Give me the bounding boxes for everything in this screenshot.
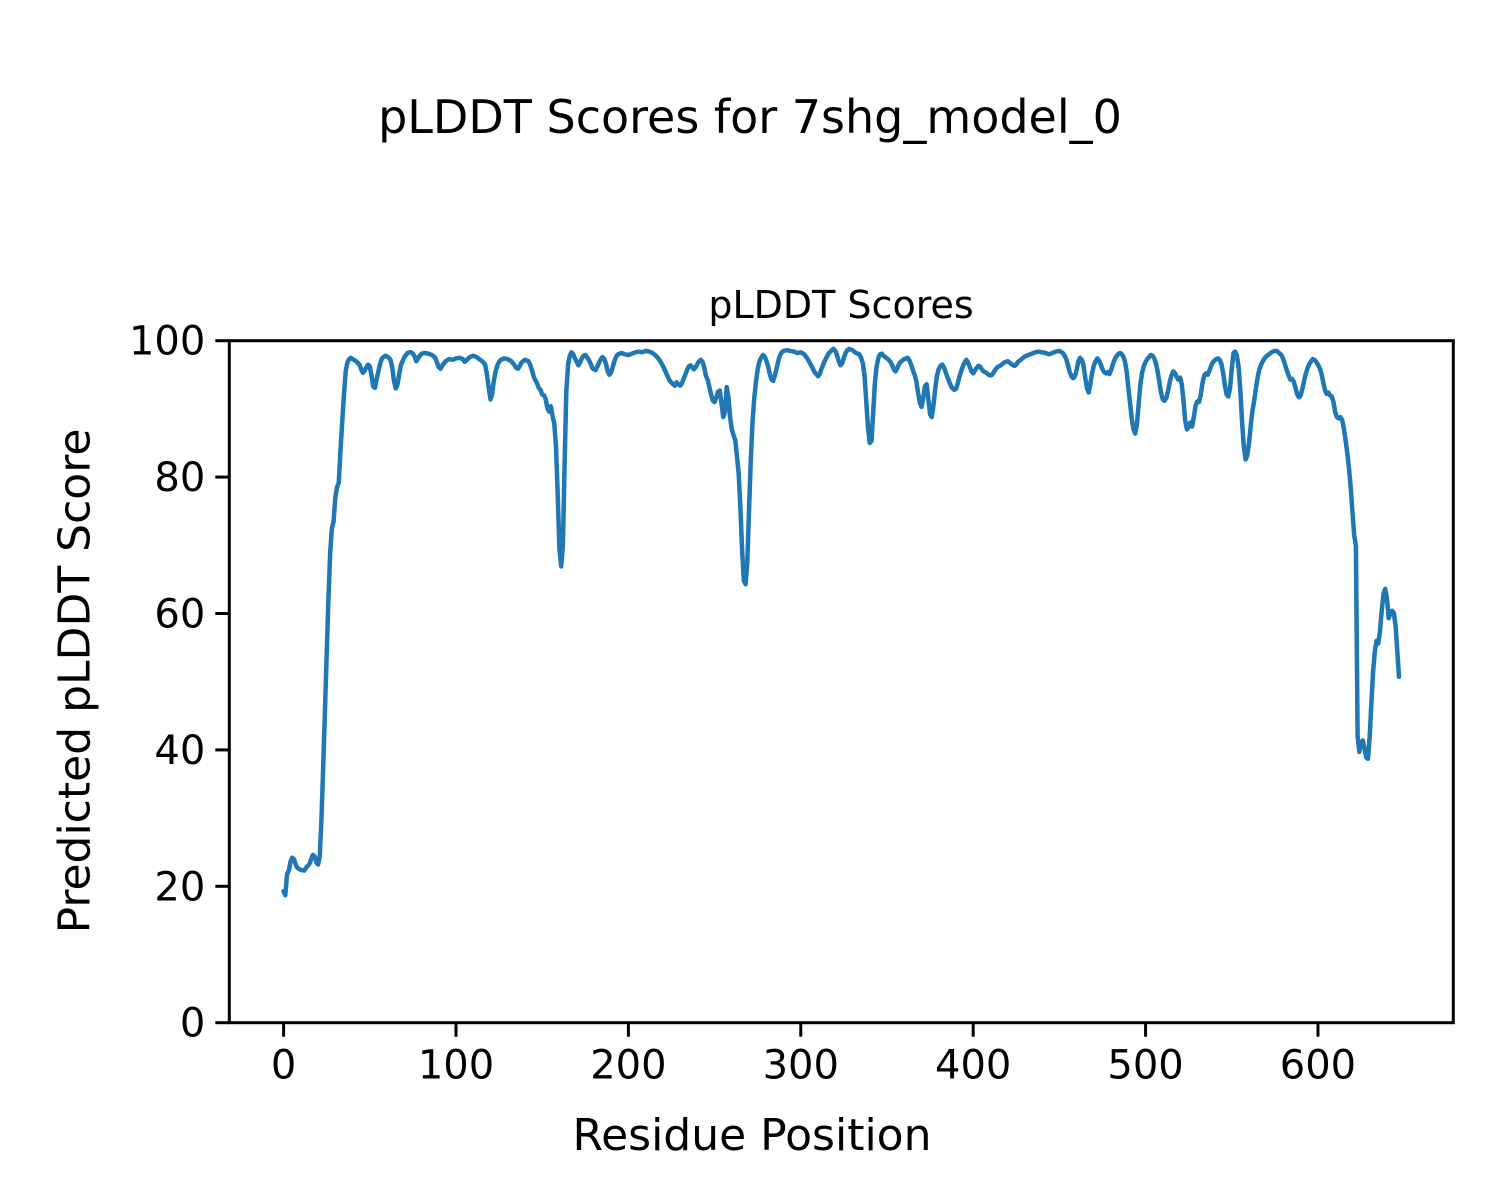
y-axis-label: Predicted pLDDT Score <box>50 429 101 934</box>
x-axis-label: Residue Position <box>572 1110 931 1161</box>
plddt-line-group <box>281 346 1402 898</box>
x-tick-label: 600 <box>1280 1043 1356 1089</box>
y-axis-ticks: 0 20 40 60 80 100 <box>129 319 230 1047</box>
x-tick-label: 400 <box>935 1043 1011 1089</box>
x-tick-label: 300 <box>763 1043 839 1089</box>
x-tick-label: 0 <box>271 1043 296 1089</box>
y-tick-label: 60 <box>154 592 205 638</box>
x-axis-ticks: 0 100 200 300 400 500 600 <box>271 1022 1356 1089</box>
x-tick-label: 200 <box>590 1043 666 1089</box>
plddt-line <box>281 346 1402 898</box>
axes-title: pLDDT Scores <box>708 283 973 327</box>
y-tick-label: 0 <box>180 1001 205 1047</box>
y-tick-label: 40 <box>154 728 205 774</box>
axes-frame <box>227 339 1455 1025</box>
y-tick-label: 100 <box>129 319 205 365</box>
y-tick-label: 20 <box>154 864 205 910</box>
figure-suptitle: pLDDT Scores for 7shg_model_0 <box>378 90 1122 144</box>
x-tick-label: 500 <box>1107 1043 1183 1089</box>
y-tick-label: 80 <box>154 455 205 501</box>
x-tick-label: 100 <box>418 1043 494 1089</box>
